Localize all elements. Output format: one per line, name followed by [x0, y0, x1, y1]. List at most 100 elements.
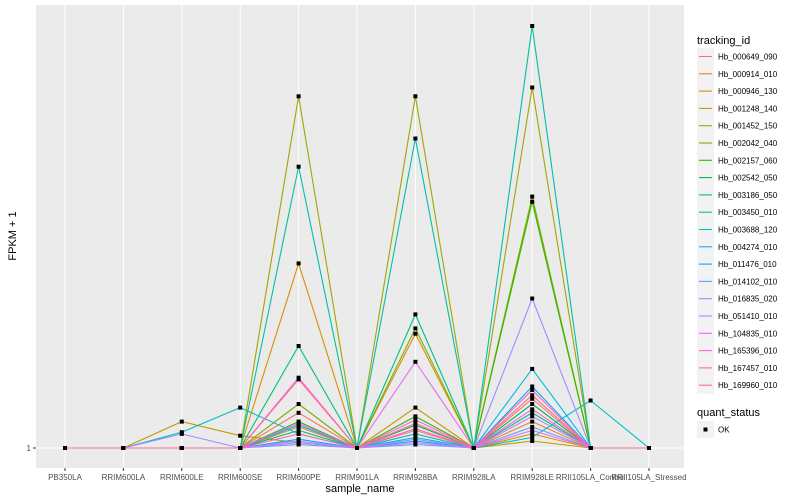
legend-label: Hb_003450_010 — [718, 208, 778, 217]
x-axis: PB350LA RRIM600LA RRIM600LE RRIM600SE RRIM60… — [48, 468, 687, 482]
data-point — [238, 446, 243, 450]
data-point — [238, 433, 243, 438]
data-point — [471, 446, 476, 450]
data-point — [530, 424, 535, 429]
data-point — [588, 446, 593, 450]
legend-label: Hb_000946_130 — [718, 87, 778, 96]
data-point — [413, 312, 418, 317]
series-points — [63, 24, 651, 450]
data-point — [413, 440, 418, 445]
legend-label: Hb_104835_010 — [718, 329, 778, 338]
data-point — [530, 24, 535, 28]
y-axis: 1 — [27, 444, 36, 453]
data-point — [296, 344, 301, 348]
data-point — [179, 446, 184, 450]
legend-label: Hb_002042_040 — [718, 139, 778, 148]
data-point — [530, 393, 535, 398]
data-point — [296, 377, 301, 382]
legend-label: Hb_011476_010 — [718, 260, 777, 269]
data-point — [296, 431, 301, 436]
data-point — [63, 446, 67, 450]
data-point — [296, 94, 301, 99]
legend-label: Hb_004274_010 — [718, 243, 778, 252]
legend-label: Hb_001452_150 — [718, 122, 778, 131]
x-tick-label: RRIM600LE — [160, 473, 204, 482]
x-axis-title: sample_name — [325, 483, 394, 495]
legend-label: Hb_003688_120 — [718, 226, 778, 235]
data-point — [296, 402, 301, 406]
data-point — [530, 419, 535, 424]
x-tick-label: RRIM928BA — [393, 473, 438, 482]
legend-label: Hb_001248_140 — [718, 104, 778, 113]
data-point — [530, 402, 535, 406]
legend-label: Hb_014102_010 — [718, 277, 778, 286]
data-point — [530, 396, 535, 401]
status-legend-title: quant_status — [697, 407, 760, 419]
data-point — [530, 199, 535, 204]
data-point — [413, 136, 418, 141]
data-point — [296, 164, 301, 169]
data-point — [530, 296, 535, 301]
x-tick-label: RRIM600PE — [276, 473, 320, 482]
data-point — [413, 359, 418, 364]
data-point — [296, 428, 301, 433]
data-point — [647, 446, 651, 450]
status-legend-marker — [703, 427, 708, 432]
data-point — [413, 94, 418, 99]
data-point — [530, 435, 535, 440]
legend-items: Hb_000649_090 Hb_000914_010 Hb_000946_130 H… — [697, 48, 778, 394]
y-axis-title: FPKM + 1 — [7, 211, 19, 260]
data-point — [296, 421, 301, 426]
panel-background — [36, 5, 684, 468]
data-point — [121, 446, 126, 450]
legend-label: Hb_002157_060 — [718, 156, 778, 165]
data-point — [413, 421, 418, 426]
data-point — [530, 439, 535, 443]
data-point — [530, 407, 535, 412]
data-point — [413, 331, 418, 336]
x-tick-label: RRIM600LA — [102, 473, 146, 482]
x-tick-label: RRII105LA_Stressed — [611, 473, 686, 482]
x-tick-label: RRII105LA_Control — [556, 473, 626, 482]
data-point — [530, 414, 535, 419]
legend-title: tracking_id — [697, 35, 750, 47]
data-point — [179, 431, 184, 436]
data-point — [179, 419, 184, 424]
legend-label: Hb_016835_020 — [718, 295, 778, 304]
y-tick-label: 1 — [27, 444, 32, 453]
legend-label: Hb_000914_010 — [718, 70, 778, 79]
data-point — [413, 426, 418, 431]
x-tick-label: RRIM928LA — [452, 473, 496, 482]
legend-label: Hb_000649_090 — [718, 53, 778, 62]
legend-label: Hb_165396_010 — [718, 347, 778, 356]
data-point — [413, 326, 418, 331]
data-point — [296, 440, 301, 445]
data-point — [355, 446, 359, 450]
status-legend-label: OK — [718, 426, 730, 435]
x-tick-label: PB350LA — [48, 473, 82, 482]
data-point — [530, 410, 535, 415]
x-tick-label: RRIM901LA — [335, 473, 379, 482]
data-point — [588, 398, 593, 403]
data-point — [530, 428, 535, 433]
x-tick-label: RRIM928LE — [510, 473, 554, 482]
legend-label: Hb_167457_010 — [718, 364, 778, 373]
data-point — [413, 405, 418, 410]
legend-label: Hb_003186_050 — [718, 191, 778, 200]
data-point — [413, 431, 418, 436]
data-point — [296, 261, 301, 266]
data-point — [530, 85, 535, 90]
data-point — [530, 388, 535, 392]
legend-label: Hb_169960_010 — [718, 381, 778, 390]
x-tick-label: RRIM600SE — [218, 473, 262, 482]
legend: tracking_id Hb_000649_090Hb_000914_010Hb… — [697, 35, 778, 438]
data-point — [238, 405, 243, 410]
data-point — [530, 384, 535, 389]
legend-label: Hb_051410_010 — [718, 312, 778, 321]
data-point — [413, 417, 418, 422]
data-point — [296, 410, 301, 415]
legend-label: Hb_002542_050 — [718, 174, 778, 183]
data-point — [530, 431, 535, 436]
data-point — [413, 437, 418, 442]
